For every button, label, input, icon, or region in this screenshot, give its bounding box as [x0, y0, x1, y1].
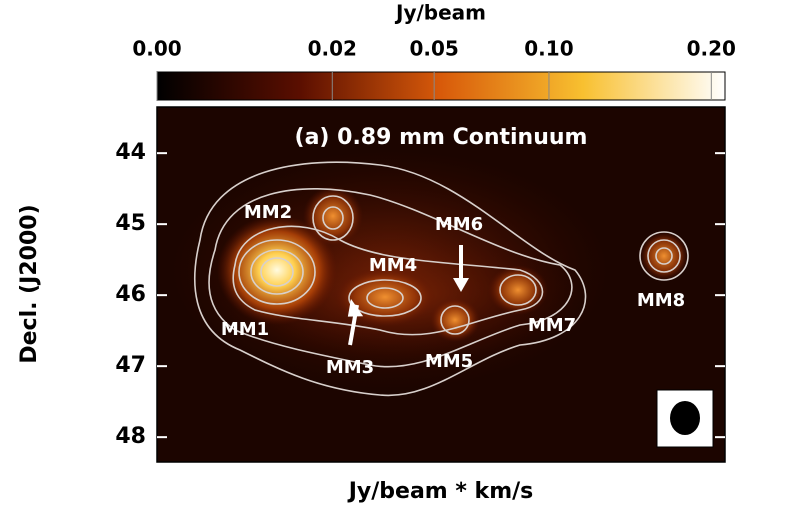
source-label: MM2: [244, 202, 292, 223]
source-label: MM5: [425, 351, 473, 372]
source-label: MM7: [528, 315, 576, 336]
y-tick-label: 44: [115, 140, 146, 165]
source-label: MM3: [326, 357, 374, 378]
colorbar-tick-label: 0.00: [132, 37, 181, 61]
source-label: MM6: [435, 214, 483, 235]
y-tick-label: 48: [115, 424, 146, 449]
colorbar: [156, 71, 726, 101]
colorbar-tick-label: 0.20: [687, 37, 736, 61]
y-tick-label: 46: [115, 282, 146, 307]
y-tick-label: 45: [115, 211, 146, 236]
x-axis-label: Jy/beam * km/s: [347, 479, 534, 504]
y-tick-label: 47: [115, 353, 146, 378]
panel-title: (a) 0.89 mm Continuum: [295, 125, 588, 150]
source-label: MM8: [637, 290, 685, 311]
plot-frame: [156, 106, 726, 463]
source-label: MM1: [221, 319, 269, 340]
source-label: MM4: [369, 255, 417, 276]
colorbar-tick-label: 0.02: [308, 37, 357, 61]
y-axis-label: Decl. (J2000): [17, 204, 42, 363]
image: [157, 107, 725, 462]
colorbar-label: Jy/beam: [394, 1, 486, 25]
colorbar-tick-label: 0.05: [409, 37, 458, 61]
colorbar-tick-label: 0.10: [524, 37, 573, 61]
